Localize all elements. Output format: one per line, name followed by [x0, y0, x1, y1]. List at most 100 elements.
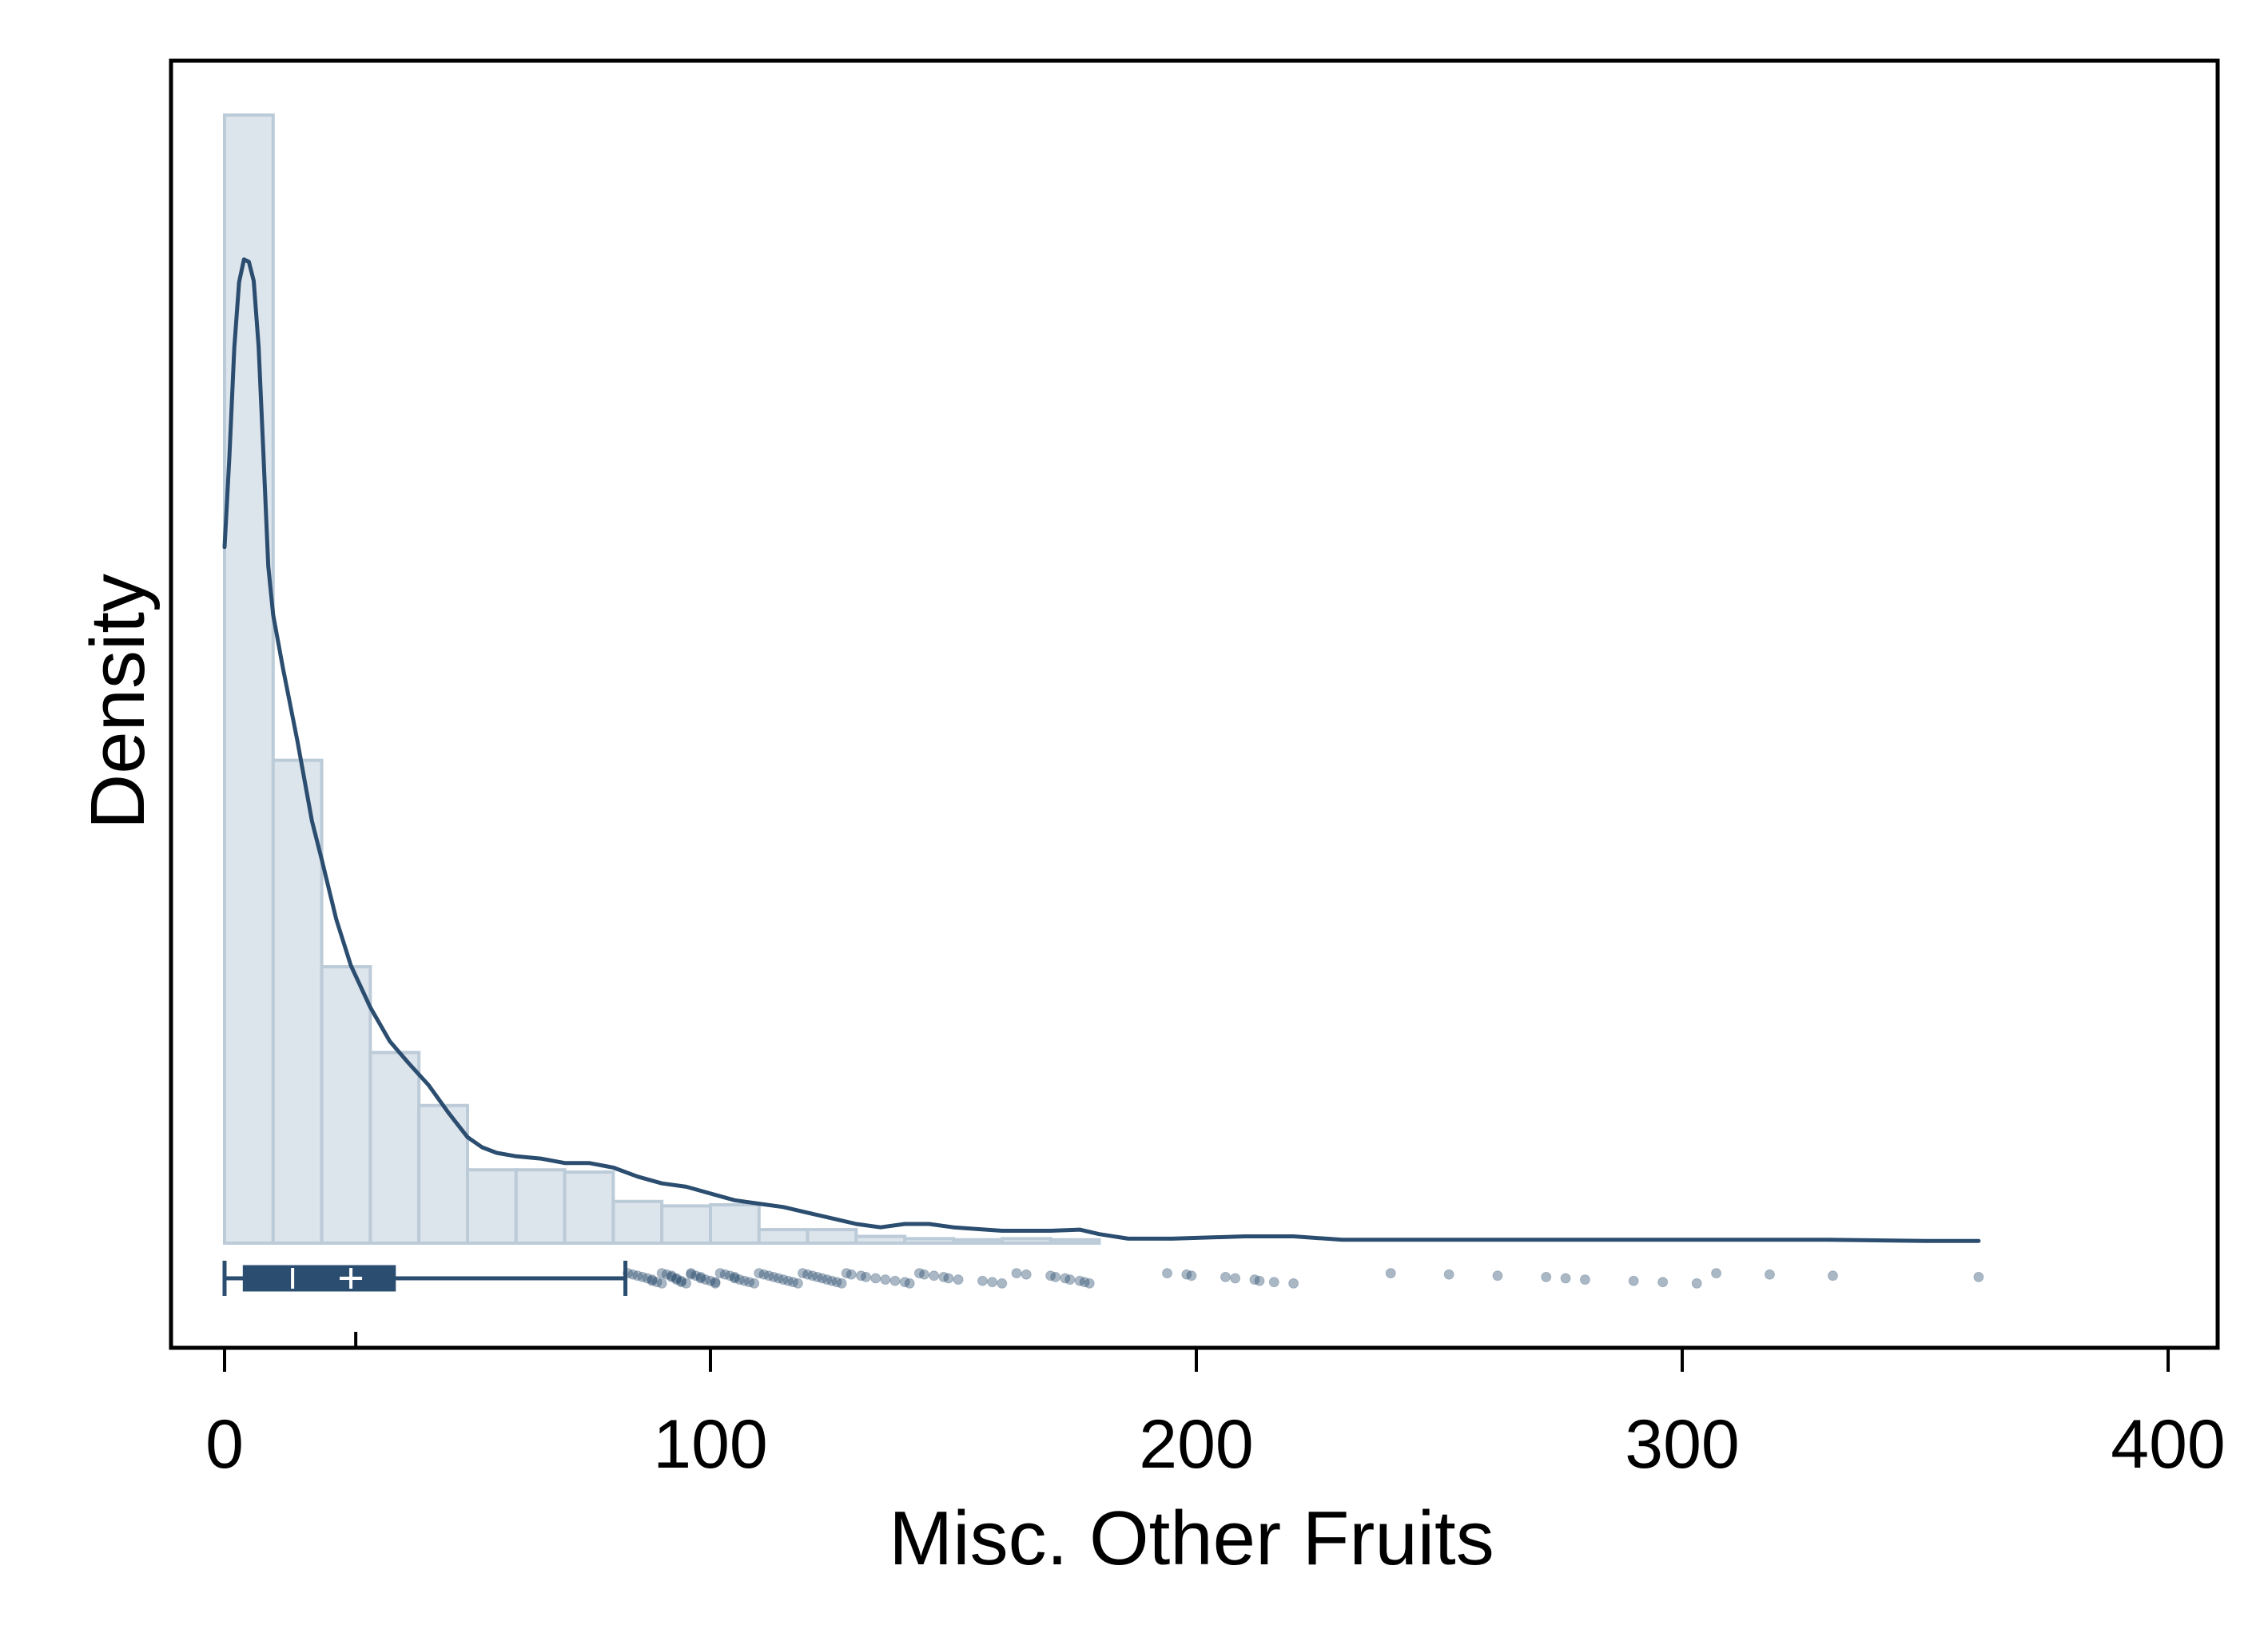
outlier-point — [826, 1275, 838, 1286]
histogram-bar — [563, 1170, 615, 1245]
outlier-point — [997, 1277, 1008, 1289]
outlier-point — [1827, 1270, 1838, 1281]
outlier-point — [744, 1277, 755, 1288]
outlier-point — [870, 1273, 881, 1284]
y-axis-title: Density — [75, 574, 161, 829]
outlier-point — [778, 1274, 789, 1285]
outlier-point — [1628, 1275, 1639, 1286]
histogram-bar — [660, 1204, 713, 1246]
outlier-point — [1973, 1271, 1984, 1282]
outlier-point — [623, 1268, 634, 1279]
histogram-bar — [854, 1234, 907, 1245]
boxplot-layer — [222, 1261, 628, 1296]
outlier-point — [695, 1273, 706, 1284]
outlier-point — [807, 1270, 818, 1281]
outlier-point — [792, 1277, 803, 1289]
outlier-point — [1084, 1277, 1095, 1289]
outlier-point — [1011, 1268, 1022, 1279]
outlier-point — [841, 1268, 852, 1279]
histogram-bar — [514, 1168, 567, 1245]
outlier-point — [773, 1273, 784, 1284]
outlier-point — [846, 1269, 857, 1280]
outlier-point — [889, 1275, 901, 1286]
boxplot-box — [242, 1265, 396, 1292]
outlier-point — [686, 1268, 697, 1279]
outlier-point — [782, 1275, 794, 1286]
histogram-bar — [806, 1228, 858, 1246]
outlier-point — [661, 1269, 672, 1280]
outlier-point — [1764, 1269, 1775, 1280]
outlier-point — [768, 1271, 779, 1282]
outlier-point — [734, 1274, 745, 1285]
plot-frame — [169, 58, 2220, 1350]
x-tick-label: 400 — [2111, 1406, 2226, 1483]
outlier-point — [904, 1277, 915, 1289]
outlier-point — [647, 1275, 658, 1286]
outlier-point — [754, 1268, 765, 1279]
outlier-point — [729, 1271, 740, 1282]
outlier-point — [700, 1274, 711, 1285]
density-curve-layer — [222, 257, 1981, 1243]
outlier-point — [1021, 1269, 1032, 1280]
outlier-point — [686, 1269, 697, 1280]
outlier-point — [651, 1277, 662, 1288]
x-tick-label: 0 — [205, 1406, 244, 1483]
outlier-point — [1074, 1275, 1085, 1286]
outlier-point — [729, 1273, 740, 1284]
outlier-point — [724, 1270, 735, 1281]
outlier-point — [929, 1270, 940, 1281]
outlier-point — [670, 1274, 682, 1285]
outlier-point — [763, 1270, 774, 1281]
outlier-point — [831, 1277, 842, 1288]
outlier-point — [1079, 1277, 1090, 1288]
outlier-point — [1254, 1275, 1265, 1286]
outlier-point — [690, 1270, 702, 1281]
outlier-point — [719, 1269, 730, 1280]
outlier-point — [1657, 1277, 1669, 1288]
outlier-point — [1492, 1270, 1503, 1281]
x-tick-label: 300 — [1625, 1406, 1740, 1483]
outlier-point — [676, 1275, 687, 1286]
outlier-point — [710, 1277, 721, 1289]
outlier-point — [1288, 1277, 1299, 1289]
outlier-point — [1181, 1269, 1192, 1280]
outlier-point — [812, 1271, 823, 1282]
histogram-bar — [223, 113, 275, 1245]
outlier-point — [1220, 1271, 1231, 1282]
outlier-point — [1186, 1270, 1197, 1281]
outlier-point — [1064, 1274, 1076, 1285]
outlier-point — [670, 1273, 682, 1284]
outlier-point — [1050, 1271, 1061, 1282]
outlier-point — [627, 1269, 639, 1280]
outlier-point — [666, 1271, 677, 1282]
outlier-point — [880, 1274, 891, 1285]
outlier-point — [656, 1277, 667, 1289]
outlier-point — [1443, 1269, 1454, 1280]
outlier-point — [817, 1273, 828, 1284]
outlier-point — [666, 1270, 677, 1281]
histogram-bar — [709, 1202, 761, 1245]
outlier-point — [1560, 1273, 1571, 1284]
histogram-bar — [952, 1238, 1004, 1246]
x-tick-label: 100 — [653, 1406, 768, 1483]
outlier-point — [758, 1269, 770, 1280]
x-axis: 0 100 200 300 400 — [205, 1332, 2226, 1483]
histogram-bar — [1000, 1237, 1052, 1246]
outlier-point — [1711, 1268, 1722, 1279]
outlier-point — [647, 1274, 658, 1285]
outlier-point — [1691, 1277, 1702, 1289]
outlier-point — [1268, 1277, 1279, 1288]
outlier-points — [623, 1268, 1984, 1289]
outlier-point — [705, 1275, 716, 1286]
outlier-point — [1060, 1273, 1071, 1284]
outlier-point — [710, 1277, 721, 1288]
outlier-point — [802, 1269, 814, 1280]
outlier-point — [1541, 1271, 1552, 1282]
outlier-point — [943, 1273, 954, 1284]
outlier-point — [714, 1268, 726, 1279]
outlier-point — [632, 1270, 643, 1281]
histogram-bar — [611, 1199, 664, 1245]
outlier-point — [1249, 1274, 1260, 1285]
outlier-point — [861, 1271, 872, 1282]
